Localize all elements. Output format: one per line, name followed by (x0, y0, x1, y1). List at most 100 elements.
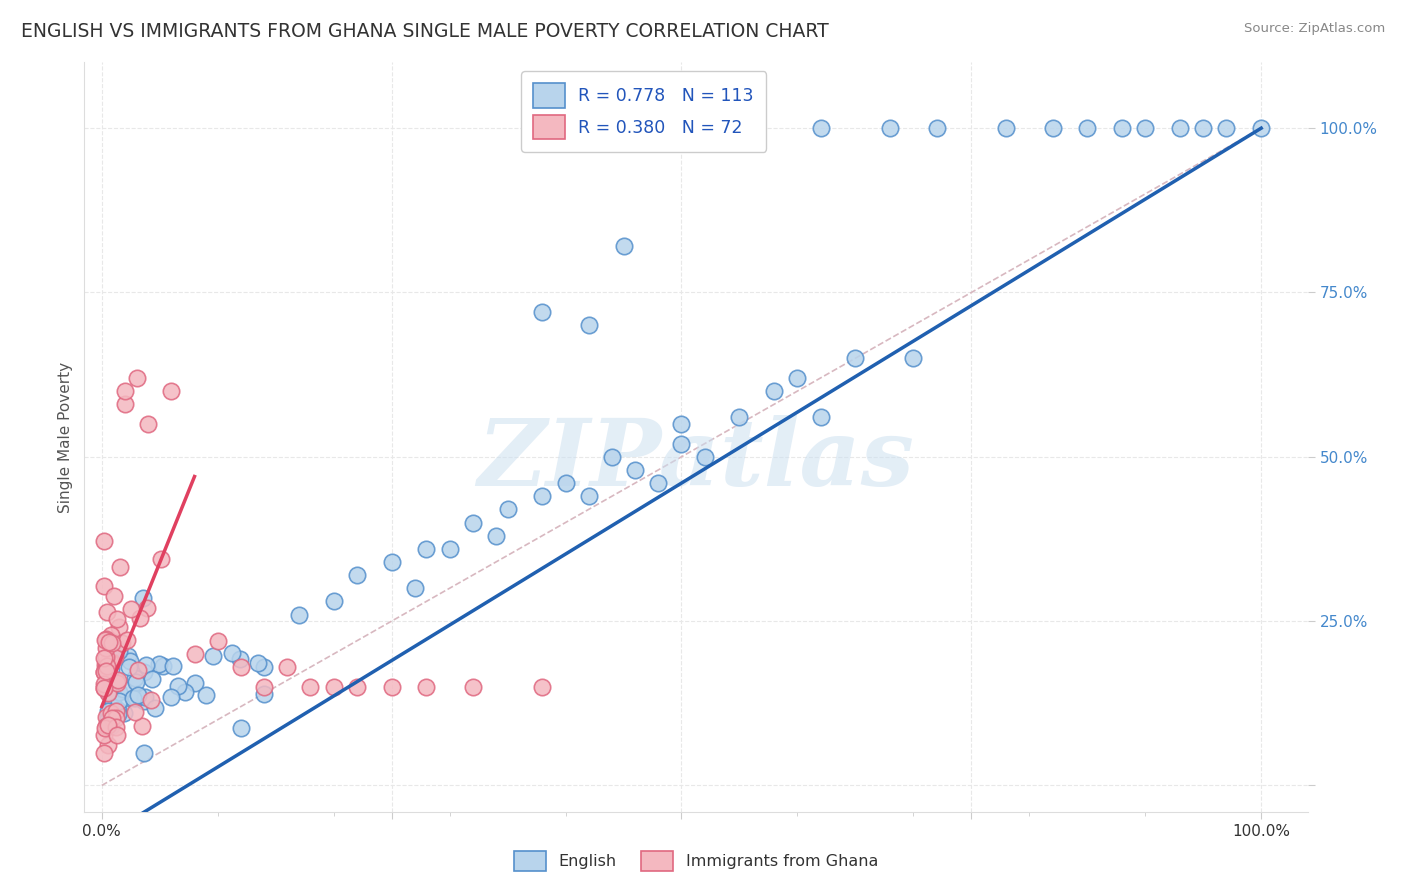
Point (728, 410, 751, 425)
Point (120, 601, 142, 615)
Point (531, 680, 554, 694)
Point (100, 651, 122, 665)
Point (879, 121, 901, 136)
Point (136, 600, 159, 615)
Point (148, 657, 170, 671)
Point (160, 384, 183, 398)
Point (299, 680, 322, 694)
Point (94, 640, 117, 655)
Point (94, 659, 117, 673)
Point (93, 651, 115, 665)
Point (96, 664, 118, 678)
Point (112, 706, 135, 721)
Point (108, 559, 131, 574)
Text: Source: ZipAtlas.com: Source: ZipAtlas.com (1244, 22, 1385, 36)
Point (136, 417, 159, 431)
Point (100, 706, 122, 721)
Point (346, 568, 368, 582)
Point (173, 685, 195, 699)
Point (925, 121, 948, 136)
Point (1111, 121, 1133, 136)
Point (903, 351, 925, 366)
Point (96, 719, 118, 733)
Point (346, 680, 368, 694)
Point (122, 691, 145, 706)
Point (844, 351, 866, 366)
Point (93, 681, 115, 695)
Point (132, 591, 155, 606)
Point (97, 672, 120, 686)
Point (96, 709, 118, 723)
Point (96, 656, 118, 670)
Point (103, 590, 125, 604)
Point (105, 720, 128, 734)
Point (107, 673, 129, 687)
Point (253, 687, 276, 701)
Text: ENGLISH VS IMMIGRANTS FROM GHANA SINGLE MALE POVERTY CORRELATION CHART: ENGLISH VS IMMIGRANTS FROM GHANA SINGLE … (21, 22, 830, 41)
Point (97, 685, 120, 699)
Point (195, 688, 218, 702)
Point (107, 684, 129, 698)
Point (107, 694, 129, 708)
Point (93, 534, 115, 549)
Point (1042, 121, 1064, 136)
Text: ZIPatlas: ZIPatlas (478, 415, 914, 505)
Point (202, 649, 225, 664)
Point (96, 718, 118, 732)
Point (125, 690, 148, 705)
Point (496, 502, 519, 516)
Point (111, 635, 134, 649)
Point (100, 662, 122, 676)
Point (94, 657, 117, 672)
Point (1076, 121, 1098, 136)
Point (114, 384, 136, 398)
Point (129, 611, 152, 625)
Point (415, 541, 437, 556)
Point (105, 728, 128, 742)
Point (107, 676, 129, 690)
Point (114, 397, 136, 411)
Point (322, 594, 344, 608)
Point (1215, 121, 1237, 136)
Point (1168, 121, 1191, 136)
Y-axis label: Single Male Poverty: Single Male Poverty (58, 361, 73, 513)
Point (647, 476, 669, 491)
Point (135, 657, 157, 672)
Point (763, 384, 786, 398)
Point (600, 450, 623, 464)
Point (207, 633, 229, 648)
Point (104, 704, 127, 718)
Point (96, 657, 118, 671)
Point (485, 529, 508, 543)
Point (131, 719, 153, 733)
Point (101, 655, 124, 669)
Point (381, 680, 404, 694)
Point (461, 680, 484, 694)
Point (97, 634, 120, 648)
Point (93, 729, 115, 743)
Point (93, 665, 115, 680)
Point (108, 644, 131, 658)
Point (1250, 121, 1272, 136)
Point (288, 607, 311, 622)
Point (162, 659, 184, 673)
Point (160, 690, 183, 704)
Point (127, 663, 149, 677)
Point (97, 738, 120, 752)
Point (96, 649, 118, 664)
Point (322, 680, 344, 694)
Point (104, 649, 127, 664)
Point (381, 555, 404, 569)
Point (167, 679, 190, 693)
Point (96, 710, 118, 724)
Point (132, 746, 155, 760)
Point (93, 676, 115, 690)
Point (531, 489, 554, 503)
Point (152, 659, 174, 673)
Point (100, 681, 122, 696)
Point (93, 746, 115, 760)
Point (104, 673, 127, 687)
Point (124, 705, 146, 719)
Point (97, 685, 120, 699)
Point (115, 633, 138, 648)
